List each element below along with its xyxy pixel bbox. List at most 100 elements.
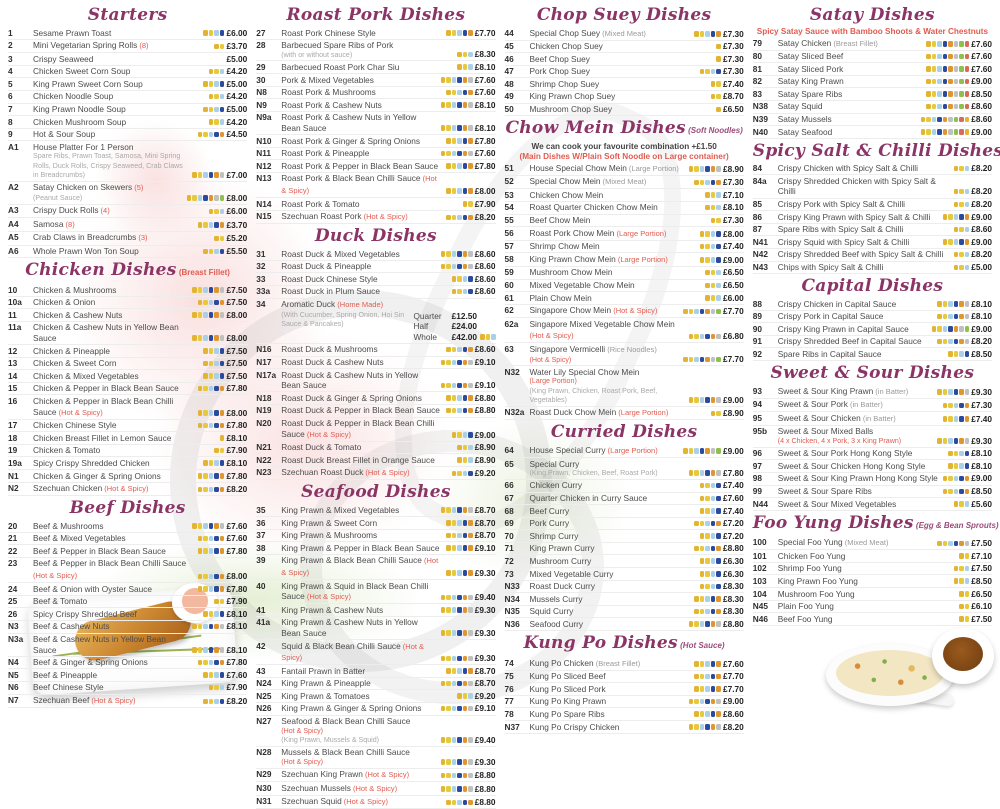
item-price-group: £7.80 <box>688 468 744 479</box>
item-price: £8.80 <box>474 405 496 416</box>
item-number: 35 <box>256 504 266 515</box>
section-note: (Hot Sauce) <box>677 641 725 651</box>
allergen-icon <box>710 508 716 514</box>
menu-item: N27 Seafood & Black Bean Chilli Sauce (Hot… <box>256 716 496 747</box>
allergen-icon <box>468 359 473 366</box>
item-number: N35 <box>504 606 520 617</box>
menu-item: 2 Mini Vegetarian Spring Rolls (8) £3.70 <box>8 40 248 54</box>
item-name: King Prawn & Cashew Nuts <box>281 604 384 615</box>
allergen-icons <box>699 229 721 240</box>
allergen-icon <box>440 630 446 636</box>
item-price: £7.80 <box>226 657 248 668</box>
item-price-group: £7.30 <box>693 177 744 188</box>
section-title: Starters <box>87 5 168 25</box>
allergen-icon <box>440 77 446 83</box>
item-number: 72 <box>504 555 514 566</box>
allergen-icons <box>704 202 721 213</box>
item-name: Sweet & Sour Chicken Hong Kong Style <box>777 460 926 471</box>
allergen-icon <box>468 382 473 389</box>
item-price-group: £8.70 <box>440 678 496 689</box>
item-name: Mushroom Chow Mein <box>529 267 613 278</box>
allergen-icon <box>457 125 462 131</box>
item-price-group: £8.20 <box>953 249 992 260</box>
allergen-icon <box>208 222 214 228</box>
allergen-icon <box>688 397 694 403</box>
allergen-icons <box>942 473 970 484</box>
allergen-icons <box>947 349 970 360</box>
item-name: King Prawn Curry <box>529 543 595 554</box>
allergen-icon <box>214 299 219 306</box>
item-name: Kung Po Chicken (Breast Fillet) <box>529 657 641 668</box>
allergen-icons <box>958 551 970 562</box>
allergen-icon <box>688 308 694 315</box>
menu-item: 79 Satay Chicken (Breast Fillet) £7.60 <box>752 37 992 51</box>
item-number: 101 <box>752 550 767 561</box>
allergen-icon <box>208 93 214 100</box>
section-note: (Breast Fillet) <box>176 268 230 278</box>
allergen-icon <box>440 607 446 613</box>
allergen-icon <box>197 623 203 630</box>
allergen-icon <box>491 334 496 340</box>
item-number: 11 <box>8 309 17 320</box>
allergen-icon <box>219 106 225 113</box>
item-number: N15 <box>256 211 272 222</box>
allergen-icons <box>710 215 721 226</box>
allergen-icons <box>440 678 473 689</box>
menu-item: N46 Beef Foo Yung £7.50 <box>752 613 992 626</box>
item-name: Crispy Shredded Chicken with Spicy Salt … <box>777 175 936 197</box>
item-price: £8.60 <box>474 248 496 259</box>
allergen-icon <box>683 308 688 315</box>
item-number: 51 <box>504 162 514 173</box>
allergen-icon <box>705 470 710 476</box>
item-price: £7.60 <box>971 51 992 62</box>
item-number: A6 <box>8 246 19 256</box>
item-note: (Rice Noodles) <box>605 344 657 354</box>
allergen-icon <box>942 438 948 444</box>
allergen-icon <box>468 457 473 463</box>
allergen-icon <box>964 301 970 307</box>
allergen-icon <box>705 711 710 717</box>
allergen-icon <box>440 125 446 131</box>
menu-item: 99 Sweet & Sour Spare Ribs £8.50 <box>752 486 992 499</box>
allergen-icon <box>699 179 705 186</box>
allergen-icon <box>964 326 970 332</box>
allergen-icon <box>716 470 721 476</box>
menu-item: 44 Special Chop Suey (Mixed Meat) £7.30 <box>504 27 744 41</box>
allergen-icon <box>942 41 948 47</box>
item-hot-note: (Hot & Spicy) <box>362 770 410 780</box>
menu-item: N28 Mussels & Black Bean Chilli Sauce (Hot… <box>256 747 496 769</box>
allergen-icon <box>219 647 225 653</box>
item-price: £4.20 <box>226 116 248 127</box>
item-name: Beef & Onion with Oyster Sauce <box>33 583 152 594</box>
allergen-icons <box>440 784 473 795</box>
item-number: 6 <box>8 91 13 102</box>
allergen-icon <box>959 239 964 245</box>
allergen-icons <box>440 75 473 86</box>
allergen-icon <box>451 507 457 513</box>
item-name: Chicken Sweet Corn Soup <box>33 66 131 77</box>
item-number: 33a <box>256 286 271 297</box>
allergen-icon <box>462 737 468 743</box>
allergen-icon <box>451 668 457 674</box>
allergen-icon <box>705 68 710 75</box>
item-name: Satay Spare Ribs <box>777 88 843 99</box>
allergen-icon <box>937 91 942 97</box>
item-number: 21 <box>8 533 18 544</box>
allergen-icon <box>716 243 721 250</box>
menu-item: 65 Special Curry (King Prawn, Chicken, Bee… <box>504 458 744 480</box>
menu-item: 20 Beef & Mushrooms £7.60 <box>8 520 248 533</box>
item-price-group: £6.00 <box>208 206 247 217</box>
menu-item: 78 Kung Po Spare Ribs £8.60 <box>504 708 744 722</box>
menu-item: N15 Szechuan Roast Pork (Hot & Spicy) £8.2… <box>256 211 496 225</box>
allergen-icon <box>959 416 964 422</box>
item-number: N21 <box>256 442 272 453</box>
allergen-icon <box>462 102 468 108</box>
item-description: (King Prawn, Chicken, Beef, Roast Pork) <box>529 469 658 478</box>
allergen-icon <box>219 299 225 306</box>
allergen-icon <box>953 129 959 135</box>
item-note: (in Batter) <box>860 413 896 423</box>
item-hot-note: (Hot & Spicy) <box>529 355 572 364</box>
allergen-icon <box>186 195 192 201</box>
item-price: £7.80 <box>226 545 248 556</box>
allergen-icon <box>440 737 446 743</box>
